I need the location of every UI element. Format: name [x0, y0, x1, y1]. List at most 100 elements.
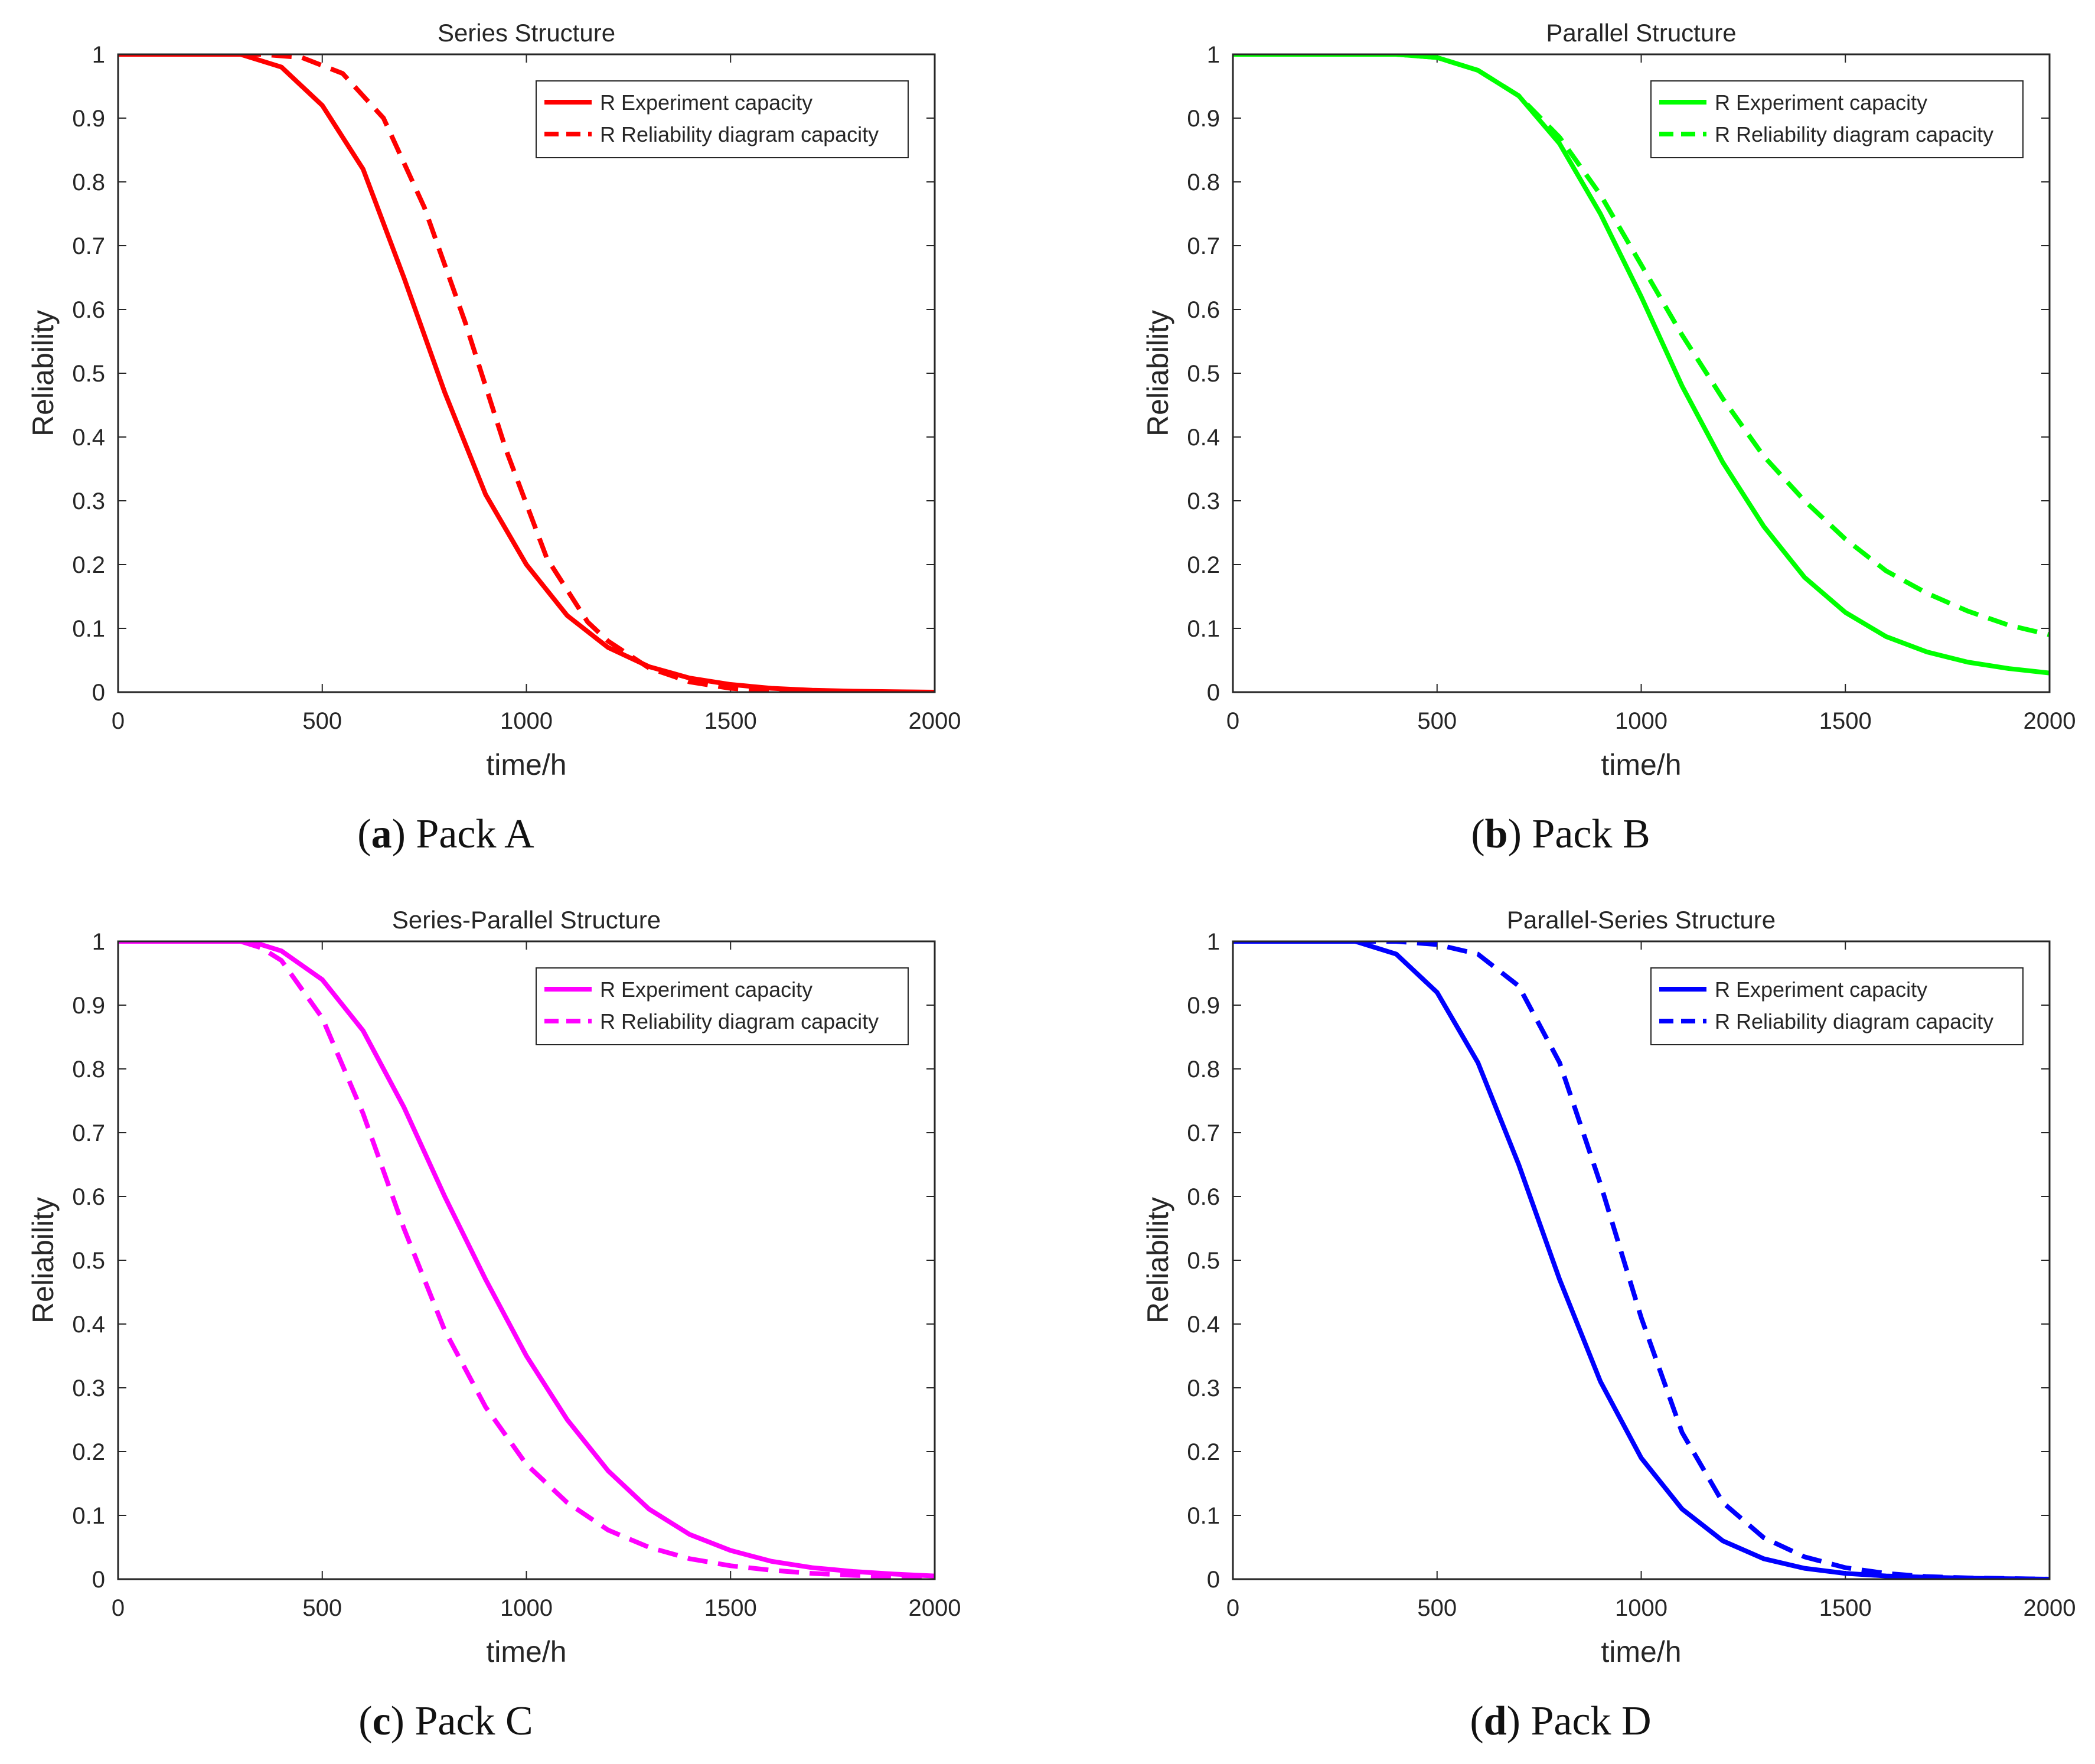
x-tick-label: 2000 — [2024, 1595, 2076, 1621]
axes-box — [117, 53, 936, 693]
series-line-experiment — [1233, 54, 2050, 676]
y-tick-label: 0.1 — [72, 1503, 105, 1529]
x-axis-label: time/h — [1601, 1635, 1681, 1668]
x-tick-label: 500 — [1417, 708, 1457, 734]
y-tick-label: 0.3 — [72, 488, 105, 514]
y-tick-label: 0.7 — [1187, 1120, 1220, 1146]
legend-label: R Reliability diagram capacity — [1715, 122, 1993, 146]
x-tick-label: 0 — [1226, 1595, 1239, 1621]
y-tick-label: 0.4 — [72, 1312, 105, 1338]
y-axis-label: Reliability — [27, 310, 60, 436]
y-tick-label: 0.2 — [72, 552, 105, 578]
legend: R Experiment capacity R Reliability diagr… — [536, 80, 909, 158]
y-tick-label: 0.4 — [1187, 1312, 1220, 1338]
y-tick-label: 0.4 — [72, 425, 105, 451]
y-tick-label: 0.9 — [72, 106, 105, 132]
y-tick-label: 0.3 — [72, 1375, 105, 1401]
caption-c: (c) Pack C — [358, 1698, 533, 1744]
x-tick-label: 500 — [302, 708, 342, 734]
y-tick-label: 0.8 — [1187, 169, 1220, 195]
y-tick-label: 0 — [92, 1567, 105, 1593]
x-tick-label: 0 — [112, 708, 125, 734]
y-tick-label: 0.7 — [72, 233, 105, 259]
y-tick-label: 0.1 — [1187, 1503, 1220, 1529]
plot-area — [1233, 941, 2050, 1579]
y-tick-label: 0.3 — [1187, 488, 1220, 514]
axes-box — [1232, 940, 2051, 1580]
y-tick-label: 0.2 — [1187, 552, 1220, 578]
y-tick-label: 0.5 — [72, 1248, 105, 1274]
caption-a: (a) Pack A — [357, 811, 534, 857]
y-tick-label: 1 — [1207, 929, 1220, 955]
caption-b: (b) Pack B — [1471, 811, 1650, 857]
caption-letter-c: c — [373, 1698, 391, 1744]
caption-text-a: Pack A — [416, 811, 534, 857]
x-tick-label: 2000 — [2024, 708, 2076, 734]
legend-label: R Reliability diagram capacity — [600, 1009, 879, 1033]
x-tick-label: 2000 — [909, 708, 961, 734]
y-tick-label: 0.2 — [72, 1439, 105, 1465]
chart-title: Series-Parallel Structure — [392, 906, 661, 934]
legend-label: R Experiment capacity — [1715, 90, 1927, 115]
legend-label: R Reliability diagram capacity — [1715, 1009, 1993, 1033]
plot-area — [118, 941, 935, 1579]
series-line-reliability-diagram — [1233, 941, 2050, 1579]
x-tick-label: 0 — [112, 1595, 125, 1621]
x-tick-label: 1500 — [704, 708, 757, 734]
series-line-experiment — [118, 941, 935, 1579]
x-tick-label: 1500 — [1819, 708, 1872, 734]
y-tick-label: 0.6 — [72, 297, 105, 323]
legend: R Experiment capacity R Reliability diagr… — [1650, 80, 2024, 158]
x-tick-label: 1500 — [1819, 1595, 1872, 1621]
y-tick-label: 0.6 — [1187, 297, 1220, 323]
y-tick-label: 1 — [92, 929, 105, 955]
y-tick-label: 0.8 — [72, 169, 105, 195]
y-tick-label: 0 — [1207, 680, 1220, 706]
caption-letter-d: d — [1484, 1698, 1507, 1744]
y-tick-label: 0.8 — [72, 1057, 105, 1082]
y-tick-label: 0.1 — [72, 616, 105, 642]
x-tick-label: 2000 — [909, 1595, 961, 1621]
legend-box — [536, 80, 909, 158]
x-axis-label: time/h — [1601, 748, 1681, 781]
legend: R Experiment capacity R Reliability diagr… — [536, 967, 909, 1045]
y-tick-label: 0.9 — [72, 993, 105, 1019]
y-tick-label: 0.3 — [1187, 1375, 1220, 1401]
y-tick-label: 0.9 — [1187, 993, 1220, 1019]
y-tick-label: 0.2 — [1187, 1439, 1220, 1465]
panel-b: (b) Pack B 0 500 1000 1500 2000 0 0.1 0.2 0.3 0.4… — [1141, 19, 2076, 857]
x-tick-label: 1000 — [500, 1595, 553, 1621]
chart-title: Parallel Structure — [1546, 19, 1736, 47]
legend-box — [1650, 80, 2024, 158]
legend-label: R Experiment capacity — [600, 977, 812, 1002]
chart-title: Parallel-Series Structure — [1507, 906, 1776, 934]
y-tick-label: 0.5 — [1187, 361, 1220, 387]
y-tick-label: 0.1 — [1187, 616, 1220, 642]
legend: R Experiment capacity R Reliability diagr… — [1650, 967, 2024, 1045]
panel-d: (d) Pack D 0 500 1000 1500 2000 0 0.1 0.2 0.3 0.4… — [1141, 906, 2076, 1744]
x-axis-label: time/h — [486, 748, 566, 781]
y-axis-label: Reliability — [1141, 1197, 1174, 1323]
axes-box — [117, 940, 936, 1580]
x-tick-label: 1500 — [704, 1595, 757, 1621]
x-tick-label: 0 — [1226, 708, 1239, 734]
y-tick-label: 0.4 — [1187, 425, 1220, 451]
y-tick-label: 0.7 — [1187, 233, 1220, 259]
y-axis-label: Reliability — [27, 1197, 60, 1323]
series-line-reliability-diagram — [118, 54, 935, 692]
x-tick-label: 1000 — [1615, 708, 1667, 734]
y-tick-label: 1 — [1207, 42, 1220, 68]
x-tick-label: 1000 — [1615, 1595, 1667, 1621]
y-tick-label: 0.5 — [1187, 1248, 1220, 1274]
y-tick-label: 0.5 — [72, 361, 105, 387]
y-tick-label: 0.6 — [72, 1184, 105, 1210]
legend-label: R Experiment capacity — [1715, 977, 1927, 1002]
y-tick-label: 0.7 — [72, 1120, 105, 1146]
y-tick-label: 0.9 — [1187, 106, 1220, 132]
caption-text-d: Pack D — [1531, 1698, 1651, 1744]
y-tick-label: 1 — [92, 42, 105, 68]
panel-a: (a) Pack A 0 500 1000 1500 2000 0 0.1 0.2 0.3 0.4… — [27, 19, 961, 857]
plot-area — [118, 54, 935, 692]
legend-label: R Experiment capacity — [600, 90, 812, 115]
